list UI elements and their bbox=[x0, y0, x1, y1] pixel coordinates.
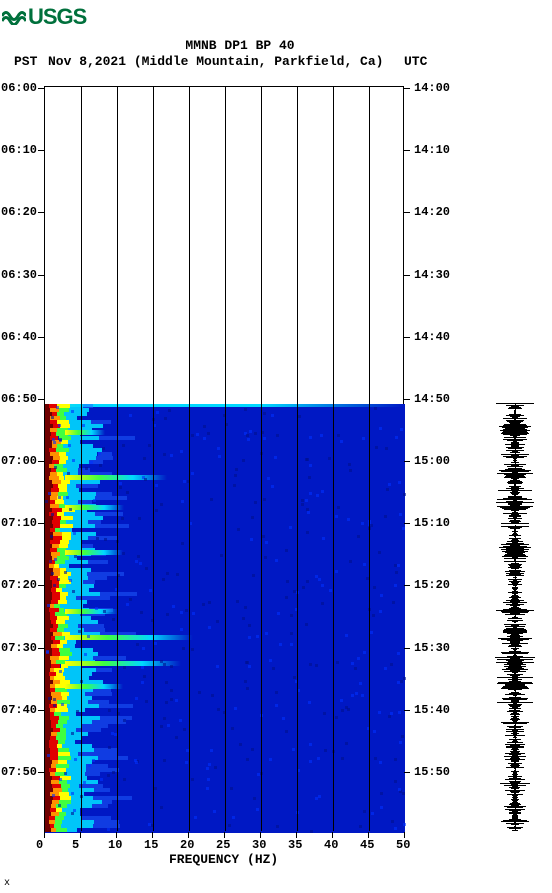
x-tick-label: 25 bbox=[216, 838, 230, 852]
x-tick-label: 40 bbox=[324, 838, 338, 852]
chart-title: MMNB DP1 BP 40 bbox=[0, 38, 480, 53]
y-left-tick-label: 06:10 bbox=[1, 143, 37, 157]
y-left-tick-label: 06:50 bbox=[1, 392, 37, 406]
spectrogram-plot bbox=[44, 86, 404, 832]
x-tick-label: 5 bbox=[72, 838, 79, 852]
y-right-tick-label: 15:50 bbox=[414, 765, 450, 779]
x-tick-label: 15 bbox=[144, 838, 158, 852]
x-axis-label: FREQUENCY (HZ) bbox=[169, 852, 278, 867]
y-right-tick-label: 14:40 bbox=[414, 330, 450, 344]
y-left-tick-label: 06:20 bbox=[1, 205, 37, 219]
y-right-tick-label: 15:00 bbox=[414, 454, 450, 468]
y-left-tick-label: 06:00 bbox=[1, 81, 37, 95]
usgs-logo: USGS bbox=[2, 4, 86, 31]
y-right-tick-label: 14:10 bbox=[414, 143, 450, 157]
y-right-tick-label: 14:50 bbox=[414, 392, 450, 406]
x-tick-label: 35 bbox=[288, 838, 302, 852]
y-right-tick-label: 14:30 bbox=[414, 268, 450, 282]
x-tick-label: 45 bbox=[360, 838, 374, 852]
y-left-tick-label: 07:30 bbox=[1, 641, 37, 655]
y-right-tick-label: 15:10 bbox=[414, 516, 450, 530]
y-left-tick-label: 06:40 bbox=[1, 330, 37, 344]
y-left-tick-label: 06:30 bbox=[1, 268, 37, 282]
x-tick-label: 20 bbox=[180, 838, 194, 852]
y-left-tick-label: 07:00 bbox=[1, 454, 37, 468]
footer-mark: x bbox=[4, 878, 10, 889]
logo-text: USGS bbox=[28, 4, 86, 29]
x-tick-label: 10 bbox=[108, 838, 122, 852]
y-left-tick-label: 07:20 bbox=[1, 578, 37, 592]
y-right-tick-label: 15:30 bbox=[414, 641, 450, 655]
y-right-tick-label: 14:20 bbox=[414, 205, 450, 219]
y-right-tick-label: 15:20 bbox=[414, 578, 450, 592]
y-right-tick-label: 15:40 bbox=[414, 703, 450, 717]
seismogram-trace bbox=[494, 403, 536, 832]
tz-left-label: PST bbox=[14, 54, 37, 69]
x-tick-label: 0 bbox=[36, 838, 43, 852]
tz-right-label: UTC bbox=[404, 54, 427, 69]
y-left-tick-label: 07:50 bbox=[1, 765, 37, 779]
x-tick-label: 50 bbox=[396, 838, 410, 852]
chart-subtitle: Nov 8,2021 (Middle Mountain, Parkfield, … bbox=[48, 54, 383, 69]
usgs-wave-icon bbox=[2, 5, 26, 31]
y-right-tick-label: 14:00 bbox=[414, 81, 450, 95]
x-tick-label: 30 bbox=[252, 838, 266, 852]
y-left-tick-label: 07:10 bbox=[1, 516, 37, 530]
y-left-tick-label: 07:40 bbox=[1, 703, 37, 717]
